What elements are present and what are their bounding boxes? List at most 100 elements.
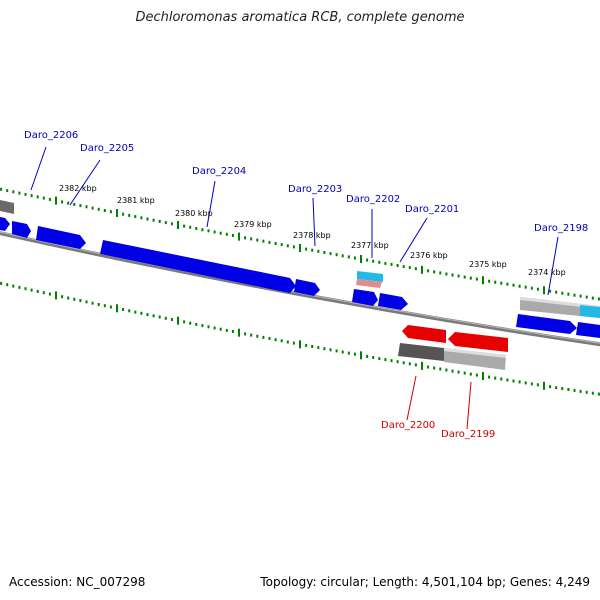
minor-tick (555, 290, 558, 294)
minor-tick (280, 339, 283, 343)
minor-tick (469, 372, 472, 376)
gene-label-daro-2206[interactable]: Daro_2206 (24, 130, 79, 141)
minor-tick (219, 327, 222, 331)
minor-tick (567, 388, 570, 391)
major-tick (421, 265, 423, 274)
gene-arrow (402, 325, 446, 343)
minor-tick (366, 354, 369, 358)
minor-tick (402, 361, 405, 365)
minor-tick (152, 314, 155, 318)
minor-tick (146, 313, 149, 317)
minor-tick (311, 345, 314, 348)
major-tick (421, 361, 423, 370)
minor-tick (268, 240, 271, 244)
minor-tick (250, 237, 253, 241)
gene-label-daro-2201[interactable]: Daro_2201 (405, 204, 460, 215)
reverse-gene-arrows (402, 325, 508, 352)
minor-tick (469, 276, 472, 280)
minor-tick (189, 321, 192, 325)
minor-tick (329, 348, 332, 352)
minor-tick (73, 202, 76, 206)
minor-tick (48, 292, 51, 296)
gene-label-daro-2200[interactable]: Daro_2200 (381, 420, 436, 431)
gene-label-daro-2203[interactable]: Daro_2203 (288, 184, 343, 195)
minor-tick (414, 363, 417, 367)
minor-tick (372, 356, 375, 359)
minor-tick (500, 281, 503, 285)
minor-tick (414, 267, 417, 271)
minor-tick (268, 337, 271, 340)
minor-tick (30, 288, 33, 292)
minor-tick (164, 221, 167, 225)
minor-tick (341, 350, 344, 354)
minor-tick (250, 333, 253, 337)
minor-tick (347, 255, 350, 259)
minor-tick (305, 343, 308, 347)
gene-arrow (448, 332, 508, 352)
minor-tick (79, 299, 82, 303)
minor-tick (335, 253, 338, 257)
minor-tick (591, 296, 594, 300)
minor-tick (390, 262, 393, 266)
minor-tick (390, 359, 393, 363)
scale-label: 2381 kbp (117, 196, 155, 205)
minor-tick (475, 373, 478, 377)
minor-tick (79, 204, 82, 208)
major-tick (299, 244, 301, 252)
minor-tick (73, 297, 76, 301)
minor-tick (256, 334, 259, 338)
gene-arrow (516, 314, 577, 334)
major-tick (116, 304, 118, 313)
minor-tick (213, 230, 216, 234)
forward-gene-arrows (0, 217, 600, 338)
minor-tick (475, 277, 478, 281)
minor-tick (433, 270, 436, 274)
gene-label-daro-2199[interactable]: Daro_2199 (441, 429, 496, 440)
minor-tick (408, 266, 411, 270)
scale-label: 2377 kbp (351, 241, 389, 250)
minor-tick (244, 332, 247, 336)
minor-tick (305, 247, 308, 251)
major-tick (177, 221, 179, 229)
minor-tick (134, 310, 137, 314)
minor-tick (335, 349, 338, 353)
gene-label-daro-2198[interactable]: Daro_2198 (534, 223, 589, 234)
minor-tick (207, 325, 210, 329)
minor-tick (201, 324, 204, 328)
gene-label-daro-2204[interactable]: Daro_2204 (192, 166, 247, 177)
minor-tick (329, 252, 332, 256)
minor-tick (378, 357, 381, 361)
minor-tick (549, 385, 552, 389)
minor-tick (164, 316, 167, 320)
minor-tick (18, 191, 21, 195)
minor-tick (445, 272, 448, 276)
gene-label-daro-2202[interactable]: Daro_2202 (346, 194, 401, 205)
gene-arrow (36, 226, 86, 249)
major-tick (177, 316, 179, 325)
scale-label: 2380 kbp (175, 209, 213, 218)
minor-tick (170, 222, 173, 226)
minor-tick (536, 383, 539, 387)
minor-tick (555, 386, 558, 390)
major-tick (543, 381, 545, 390)
feature-block-cyan-right (580, 305, 600, 318)
minor-tick (579, 389, 582, 393)
gene-arrow (0, 217, 10, 231)
minor-tick (195, 322, 198, 326)
gene-label-daro-2205[interactable]: Daro_2205 (80, 143, 135, 154)
minor-tick (311, 248, 314, 252)
minor-tick (158, 219, 161, 223)
minor-tick (317, 346, 320, 350)
minor-tick (262, 239, 265, 243)
minor-tick (372, 259, 375, 263)
major-tick (116, 209, 118, 217)
minor-tick (128, 213, 131, 217)
scale-label: 2375 kbp (469, 260, 507, 269)
feature-block-gray-left (0, 200, 14, 214)
minor-tick (274, 338, 277, 342)
minor-tick (18, 285, 21, 289)
minor-tick (152, 218, 155, 222)
gene-arrow (100, 240, 296, 293)
minor-tick (0, 281, 3, 285)
